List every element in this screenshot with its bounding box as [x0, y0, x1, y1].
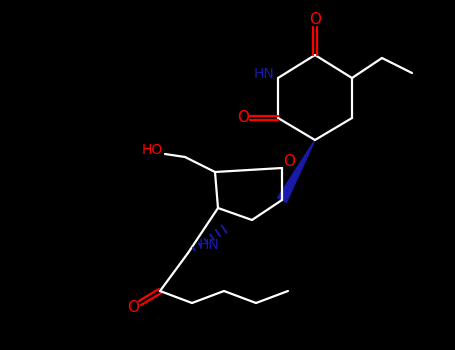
Polygon shape	[278, 140, 315, 202]
Text: O: O	[127, 301, 139, 315]
Text: HO: HO	[142, 143, 162, 157]
Text: HN: HN	[199, 238, 219, 252]
Text: O: O	[283, 154, 295, 169]
Text: HN: HN	[253, 67, 274, 81]
Text: O: O	[237, 111, 249, 126]
Text: O: O	[309, 13, 321, 28]
